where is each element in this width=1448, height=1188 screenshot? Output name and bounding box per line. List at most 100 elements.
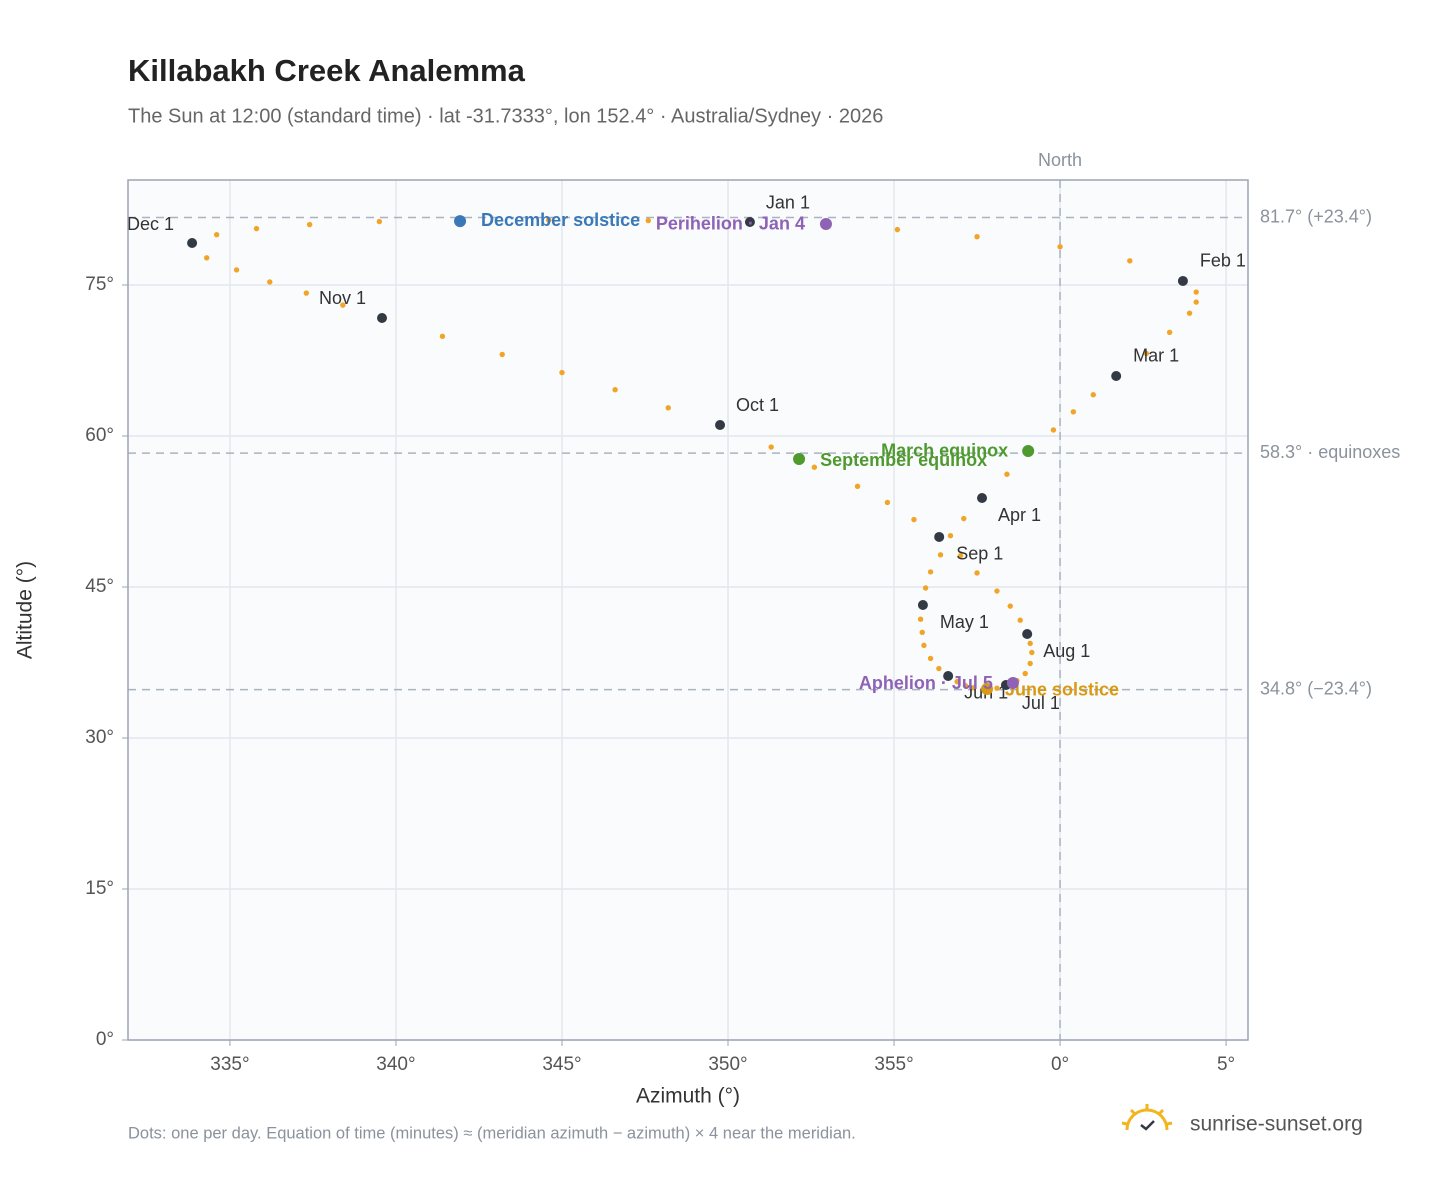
y-tick-label: 75°	[85, 274, 114, 295]
day-dot	[974, 233, 980, 240]
x-tick-label: 0°	[1051, 1054, 1069, 1075]
day-dot	[665, 405, 671, 411]
event-marker	[1022, 444, 1035, 457]
brand-logo	[1121, 1104, 1173, 1131]
day-dot	[1004, 471, 1010, 477]
event-label: December solstice	[481, 210, 640, 230]
month-label: Mar 1	[1133, 346, 1179, 366]
month-marker	[1022, 629, 1033, 640]
day-dot	[894, 226, 901, 233]
day-dot	[1166, 329, 1173, 336]
x-tick-label: 5°	[1217, 1054, 1235, 1075]
month-label: Feb 1	[1200, 251, 1246, 271]
month-marker	[1177, 275, 1188, 286]
day-dot	[962, 682, 969, 689]
event-label: Perihelion · Jan 4	[656, 214, 805, 234]
day-dot	[340, 302, 346, 308]
day-dot	[974, 570, 980, 576]
day-dot	[559, 369, 565, 376]
event-label: June solstice	[1005, 680, 1119, 700]
day-dot	[253, 225, 260, 232]
day-dot	[768, 444, 774, 450]
month-label: Dec 1	[127, 214, 174, 234]
reference-label: 81.7° (+23.4°)	[1260, 206, 1372, 226]
month-marker	[1111, 370, 1122, 381]
day-dot	[1050, 427, 1057, 433]
day-dot	[645, 217, 652, 224]
day-dot	[919, 629, 925, 635]
day-dot	[947, 532, 954, 539]
day-dot	[1193, 289, 1199, 295]
day-dot	[936, 665, 942, 672]
month-marker	[187, 238, 198, 249]
day-dot	[376, 218, 383, 225]
day-dot	[233, 267, 240, 273]
month-label: Jan 1	[766, 193, 810, 213]
plot-border	[127, 179, 1249, 1041]
event-marker	[1006, 677, 1019, 690]
month-marker	[377, 313, 388, 324]
event-marker	[981, 682, 994, 695]
month-label: Nov 1	[319, 288, 366, 308]
day-dot	[546, 217, 552, 223]
x-tick-label: 335°	[210, 1054, 249, 1075]
month-label: Apr 1	[998, 505, 1041, 525]
month-label: Aug 1	[1043, 641, 1090, 661]
x-tick-label: 350°	[708, 1054, 747, 1075]
day-dot	[306, 221, 313, 228]
event-label: Aphelion · Jul 5	[859, 673, 993, 693]
event-marker	[793, 453, 806, 466]
day-dot	[1193, 299, 1199, 305]
day-dot	[937, 552, 944, 558]
day-dot	[1070, 409, 1077, 415]
month-marker	[943, 670, 954, 681]
day-dot	[961, 515, 967, 522]
day-dot	[1057, 244, 1063, 250]
day-dot	[1017, 617, 1023, 623]
event-marker	[819, 217, 832, 230]
x-axis-label: Azimuth (°)	[636, 1085, 740, 1108]
reference-label: 34.8° (−23.4°)	[1260, 678, 1372, 698]
brand: sunrise-sunset.org	[1190, 1113, 1363, 1136]
day-dot	[922, 585, 929, 591]
day-dot	[927, 655, 934, 662]
month-label: Oct 1	[736, 395, 779, 415]
day-dot	[811, 464, 818, 470]
day-dot	[1022, 670, 1028, 677]
day-dot	[1027, 640, 1033, 647]
day-dot	[203, 255, 210, 261]
day-dot	[917, 616, 924, 622]
month-marker	[977, 493, 988, 504]
day-dot	[1186, 310, 1193, 316]
footnote: Dots: one per day. Equation of time (min…	[128, 1124, 856, 1142]
day-dot	[303, 290, 310, 296]
day-dot	[994, 685, 1000, 691]
day-dot	[213, 231, 220, 238]
day-dot	[612, 386, 618, 393]
x-tick-label: 345°	[542, 1054, 581, 1075]
y-tick-label: 0°	[96, 1029, 114, 1050]
day-dot	[1027, 660, 1033, 667]
month-marker	[744, 216, 755, 227]
north-label: North	[1038, 150, 1082, 170]
day-dot	[1090, 392, 1096, 398]
y-tick-label: 30°	[85, 727, 114, 748]
day-dot	[1127, 258, 1133, 264]
month-label: May 1	[940, 612, 989, 632]
day-dot	[954, 678, 960, 685]
month-marker	[934, 531, 945, 542]
month-marker	[715, 420, 726, 431]
plot-area	[128, 180, 1248, 1040]
y-tick-label: 15°	[85, 878, 114, 899]
day-dot	[911, 516, 917, 523]
day-dot	[439, 333, 446, 340]
month-label: Sep 1	[956, 544, 1003, 564]
event-label: March equinox	[881, 441, 1008, 461]
event-label: September equinox	[820, 450, 987, 470]
day-dot	[267, 279, 273, 285]
day-dot	[1007, 603, 1013, 609]
month-label: Jul 1	[1022, 693, 1060, 713]
y-tick-label: 60°	[85, 425, 114, 446]
